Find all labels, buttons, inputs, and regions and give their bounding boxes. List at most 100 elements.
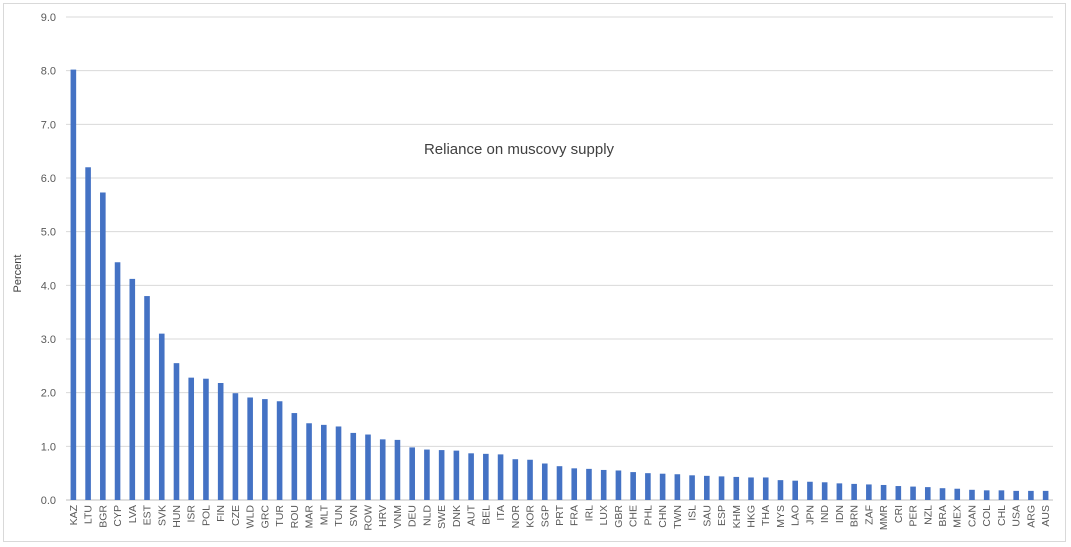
bar-isl <box>689 475 695 500</box>
x-category-label: ITA <box>495 505 507 521</box>
x-category-label: IRL <box>583 505 595 522</box>
x-category-label: AUS <box>1040 505 1052 527</box>
x-category-label: LUX <box>598 505 610 525</box>
bar-mex <box>954 488 961 500</box>
x-category-label: VNM <box>392 505 404 528</box>
x-category-label: HKG <box>746 505 758 528</box>
bar-irl <box>586 468 592 500</box>
bar-che <box>630 472 636 500</box>
x-category-label: CRI <box>893 505 905 523</box>
y-tick-label: 6.0 <box>41 173 56 185</box>
x-category-label: SWE <box>436 505 448 529</box>
bar-kor <box>527 459 533 500</box>
y-tick-label: 9.0 <box>41 12 56 24</box>
bar-phl <box>645 473 651 500</box>
x-category-label: TUR <box>274 505 286 527</box>
x-category-label: LTU <box>83 505 95 524</box>
y-tick-label: 3.0 <box>41 334 56 346</box>
x-category-label: PRT <box>554 504 566 525</box>
bar-usa <box>1013 490 1019 500</box>
x-category-label: NZL <box>922 505 934 525</box>
x-category-label: KOR <box>525 505 537 528</box>
bar-arg <box>1028 490 1034 500</box>
chart-title: Reliance on muscovy supply <box>424 141 615 158</box>
bar-tur <box>276 401 283 500</box>
bar-zaf <box>866 484 872 500</box>
bar-bel <box>483 453 489 500</box>
y-axis-title: Percent <box>12 255 24 293</box>
bar-ind <box>821 482 828 500</box>
x-category-label: DNK <box>451 505 463 527</box>
x-category-label: NOR <box>510 505 522 529</box>
x-category-label: EST <box>142 504 154 525</box>
x-category-label: LVA <box>127 505 139 523</box>
x-category-label: ISL <box>687 505 699 521</box>
bar-pol <box>203 378 209 500</box>
bar-cri <box>895 486 902 500</box>
x-category-label: IDN <box>834 505 846 523</box>
x-category-label: FRA <box>569 505 581 526</box>
x-category-label: POL <box>200 505 212 526</box>
bar-aus <box>1042 490 1049 500</box>
x-category-label: KHM <box>731 505 743 528</box>
x-category-label: SVK <box>156 505 168 526</box>
y-tick-label: 0.0 <box>41 495 56 507</box>
bar-nld <box>424 449 430 500</box>
x-category-label: GRC <box>259 505 271 529</box>
x-category-label: IND <box>819 505 831 524</box>
x-category-label: HRV <box>377 505 389 527</box>
bar-lva <box>129 278 136 500</box>
bar-hkg <box>748 477 754 500</box>
bar-isr <box>188 377 195 500</box>
bar-row <box>365 434 371 500</box>
x-category-label: ROW <box>362 505 374 531</box>
bar-mar <box>306 423 312 500</box>
x-category-label: ESP <box>716 505 728 526</box>
bar-deu <box>409 447 415 500</box>
y-tick-label: 5.0 <box>41 227 56 239</box>
bar-chart: 0.0 1.0 2.0 3.0 4.0 5.0 6.0 7.0 8.0 9.0 KAZ LTU BGR… <box>12 12 1053 531</box>
x-category-label: MAR <box>304 505 316 529</box>
bar-kaz <box>70 69 77 501</box>
x-category-label: HUN <box>171 505 183 528</box>
x-category-label: PHL <box>642 505 654 526</box>
x-axis-categories: KAZ LTU BGR CYP LVA EST SVK HUN ISR POL FIN CZE WLD G… <box>68 504 1052 530</box>
x-category-label: AUT <box>466 504 478 526</box>
bar-esp <box>718 476 725 500</box>
bar-fin <box>217 383 224 500</box>
x-category-label: NLD <box>421 505 433 526</box>
bar-can <box>969 489 975 500</box>
x-category-label: DEU <box>407 505 419 527</box>
y-tick-label: 7.0 <box>41 119 56 131</box>
bar-hun <box>173 363 180 500</box>
bar-rou <box>291 413 298 500</box>
bars <box>70 69 1049 501</box>
bar-hrv <box>379 439 386 500</box>
x-category-label: ARG <box>1025 505 1037 528</box>
y-tick-label: 8.0 <box>41 66 56 78</box>
bar-aut <box>468 453 474 500</box>
y-tick-label: 4.0 <box>41 280 56 292</box>
bar-vnm <box>394 439 401 500</box>
x-category-label: GBR <box>613 505 625 528</box>
x-category-label: ROU <box>289 505 301 528</box>
bar-svk <box>158 333 165 500</box>
bar-prt <box>556 466 563 500</box>
x-category-label: CHE <box>628 505 640 527</box>
bar-est <box>144 296 150 500</box>
bar-lux <box>600 469 607 500</box>
x-category-label: PER <box>908 505 920 527</box>
bar-chl <box>998 490 1005 500</box>
x-category-label: ISR <box>186 505 198 523</box>
x-category-label: BRN <box>849 505 861 527</box>
x-category-label: KAZ <box>68 504 80 525</box>
bar-nor <box>512 459 519 500</box>
bar-col <box>983 490 990 500</box>
bar-per <box>910 486 916 500</box>
chart-area: 0.0 1.0 2.0 3.0 4.0 5.0 6.0 7.0 8.0 9.0 KAZ LTU BGR… <box>3 3 1066 542</box>
bar-svn <box>350 432 357 500</box>
x-category-label: SAU <box>701 505 713 527</box>
x-category-label: CYP <box>112 505 124 527</box>
bar-wld <box>247 397 253 500</box>
bar-tha <box>762 477 769 500</box>
